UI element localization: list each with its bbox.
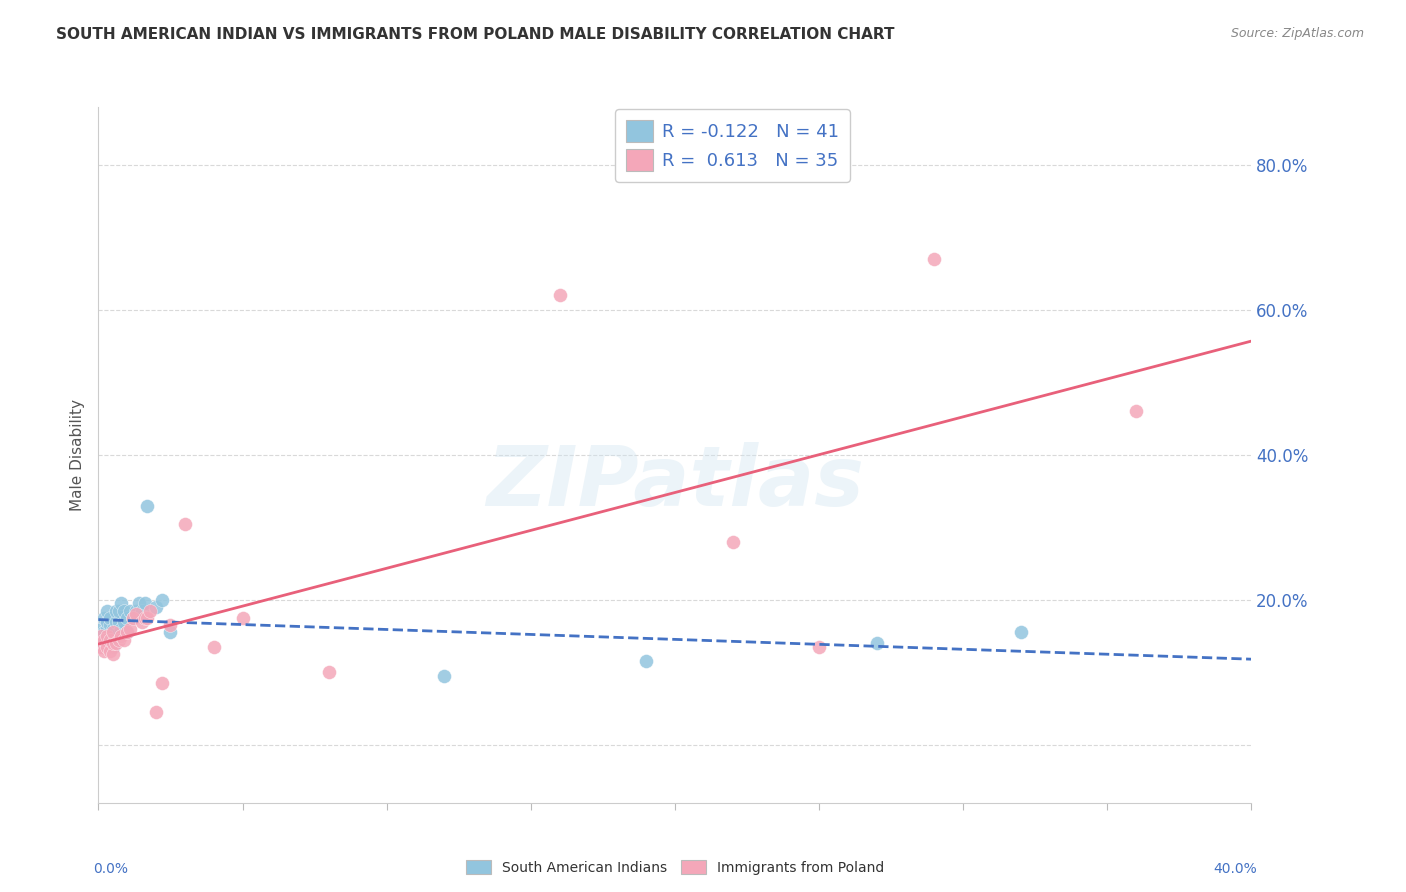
Point <box>98 629 121 643</box>
Point <box>101 647 124 661</box>
Point <box>636 655 658 669</box>
Point <box>117 611 139 625</box>
Point <box>120 604 142 618</box>
Point <box>117 625 139 640</box>
Point <box>96 632 118 647</box>
Point <box>110 622 132 636</box>
Point <box>96 604 118 618</box>
Point <box>231 611 254 625</box>
Point <box>98 618 121 632</box>
Y-axis label: Male Disability: Male Disability <box>70 399 86 511</box>
Point <box>807 640 830 654</box>
Legend: R = -0.122   N = 41, R =  0.613   N = 35: R = -0.122 N = 41, R = 0.613 N = 35 <box>616 109 849 182</box>
Point <box>134 611 156 625</box>
Point <box>128 597 150 611</box>
Point <box>136 499 159 513</box>
Point <box>721 534 744 549</box>
Point <box>107 604 129 618</box>
Text: 40.0%: 40.0% <box>1213 862 1257 876</box>
Point <box>866 636 889 650</box>
Point <box>101 622 124 636</box>
Point <box>98 643 121 657</box>
Point <box>548 288 571 302</box>
Text: ZIPatlas: ZIPatlas <box>486 442 863 524</box>
Point <box>96 615 118 629</box>
Point <box>145 705 167 719</box>
Point <box>98 636 121 650</box>
Point <box>174 516 197 531</box>
Point <box>922 252 945 267</box>
Point <box>104 636 127 650</box>
Point <box>112 615 135 629</box>
Point <box>98 632 121 647</box>
Point <box>159 618 181 632</box>
Point <box>120 622 142 636</box>
Point <box>90 629 112 643</box>
Point <box>125 607 148 622</box>
Point <box>131 615 153 629</box>
Point <box>433 669 456 683</box>
Point <box>134 597 156 611</box>
Point <box>150 592 173 607</box>
Point <box>93 625 115 640</box>
Point <box>107 615 129 629</box>
Point <box>110 597 132 611</box>
Point <box>112 604 135 618</box>
Point <box>107 632 129 647</box>
Point <box>93 632 115 647</box>
Point <box>125 604 148 618</box>
Point <box>150 676 173 690</box>
Point <box>104 604 127 618</box>
Point <box>318 665 340 680</box>
Point <box>202 640 225 654</box>
Point <box>110 629 132 643</box>
Point <box>101 625 124 640</box>
Point <box>112 632 135 647</box>
Point <box>136 611 159 625</box>
Point <box>98 611 121 625</box>
Point <box>90 629 112 643</box>
Point <box>101 629 124 643</box>
Point <box>96 622 118 636</box>
Point <box>139 604 162 618</box>
Point <box>93 643 115 657</box>
Point <box>93 636 115 650</box>
Point <box>117 625 139 640</box>
Point <box>122 611 145 625</box>
Point <box>90 622 112 636</box>
Point <box>93 611 115 625</box>
Point <box>96 629 118 643</box>
Point <box>1125 404 1147 418</box>
Point <box>90 640 112 654</box>
Point <box>1010 625 1032 640</box>
Point <box>145 600 167 615</box>
Point <box>122 611 145 625</box>
Point <box>159 625 181 640</box>
Point <box>104 615 127 629</box>
Point <box>131 604 153 618</box>
Text: 0.0%: 0.0% <box>93 862 128 876</box>
Text: SOUTH AMERICAN INDIAN VS IMMIGRANTS FROM POLAND MALE DISABILITY CORRELATION CHAR: SOUTH AMERICAN INDIAN VS IMMIGRANTS FROM… <box>56 27 894 42</box>
Point <box>96 640 118 654</box>
Point <box>107 625 129 640</box>
Text: Source: ZipAtlas.com: Source: ZipAtlas.com <box>1230 27 1364 40</box>
Point <box>101 640 124 654</box>
Point <box>101 636 124 650</box>
Legend: South American Indians, Immigrants from Poland: South American Indians, Immigrants from … <box>460 855 890 880</box>
